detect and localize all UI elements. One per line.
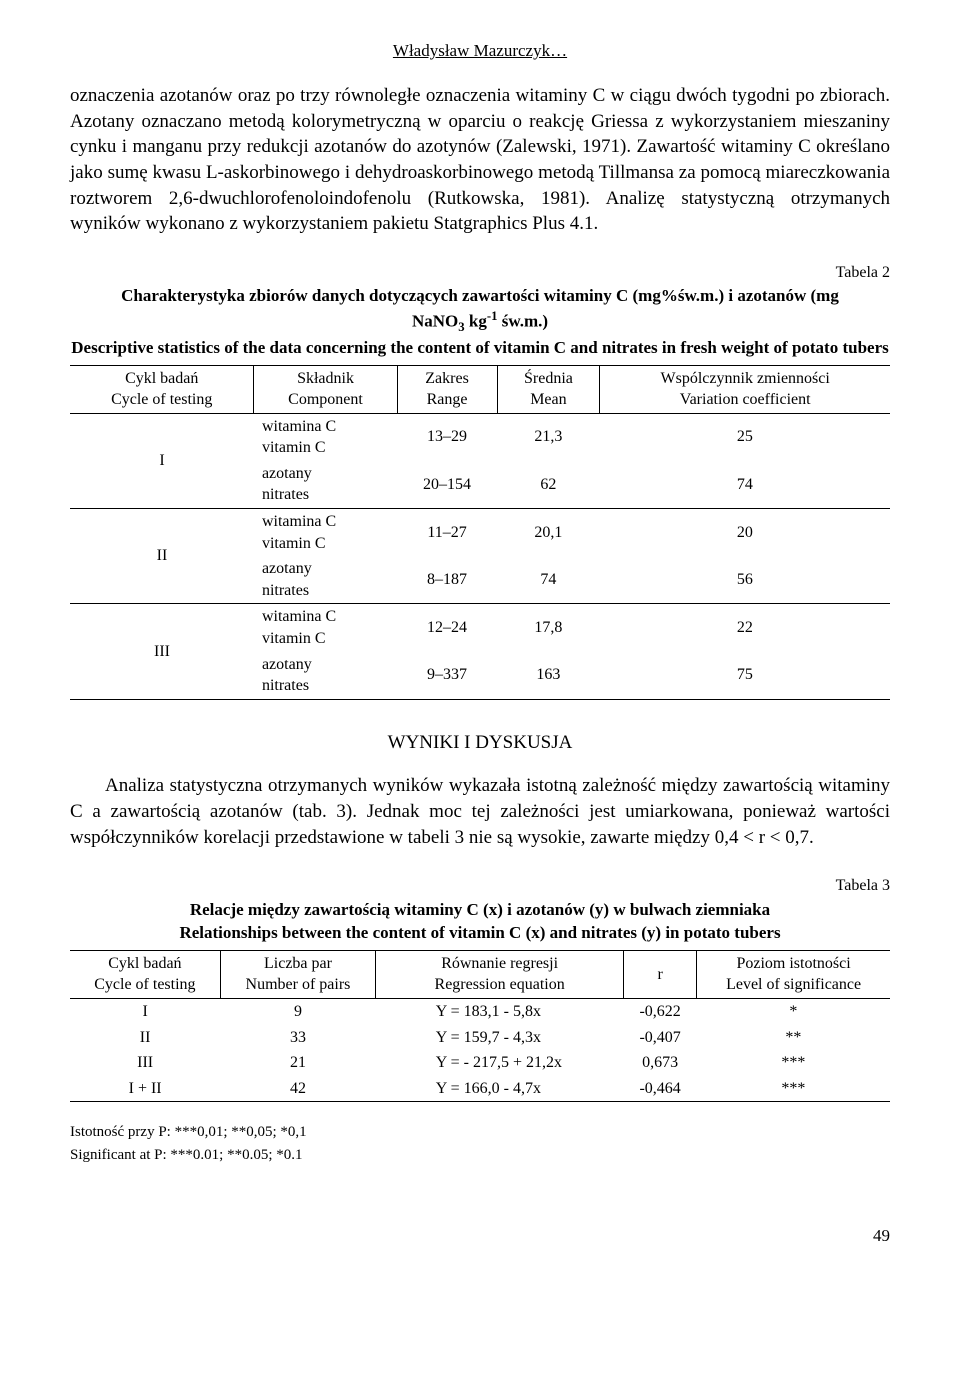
page-header-author: Władysław Mazurczyk… — [70, 40, 890, 63]
t2-cv: 75 — [600, 652, 890, 700]
t3-h2: Liczba parNumber of pairs — [220, 950, 375, 998]
t3-pairs: 33 — [220, 1025, 375, 1051]
t3-eq: Y = 166,0 - 4,7x — [376, 1076, 624, 1102]
table3-footnote-2: Significant at P: ***0.01; **0.05; *0.1 — [70, 1145, 890, 1165]
t2-cycle: II — [70, 509, 254, 604]
t3-eq: Y = - 217,5 + 21,2x — [376, 1050, 624, 1076]
t2-component: azotanynitrates — [254, 461, 397, 509]
t2-mean: 20,1 — [497, 509, 600, 557]
table2-title-pl-2: NaNO3 kg-1 św.m.) — [70, 308, 890, 336]
t2-range: 8–187 — [397, 556, 497, 604]
table-row: I9Y = 183,1 - 5,8x-0,622* — [70, 999, 890, 1025]
t2-cv: 74 — [600, 461, 890, 509]
table-row: I + II42Y = 166,0 - 4,7x-0,464*** — [70, 1076, 890, 1102]
t3-cycle: I + II — [70, 1076, 220, 1102]
paragraph-1: oznaczenia azotanów oraz po trzy równole… — [70, 83, 890, 237]
t3-cycle: II — [70, 1025, 220, 1051]
table2-title-en: Descriptive statistics of the data conce… — [70, 337, 890, 360]
table3-title-en: Relationships between the content of vit… — [70, 922, 890, 945]
t2-range: 9–337 — [397, 652, 497, 700]
t2-mean: 17,8 — [497, 604, 600, 652]
t2-mean: 74 — [497, 556, 600, 604]
t2-cv: 56 — [600, 556, 890, 604]
t2-range: 11–27 — [397, 509, 497, 557]
t2-range: 12–24 — [397, 604, 497, 652]
table3-footnote-1: Istotność przy P: ***0,01; **0,05; *0,1 — [70, 1122, 890, 1142]
t3-cycle: III — [70, 1050, 220, 1076]
t3-sig: *** — [697, 1076, 890, 1102]
t2-component: witamina Cvitamin C — [254, 604, 397, 652]
t2-range: 13–29 — [397, 413, 497, 461]
t3-pairs: 9 — [220, 999, 375, 1025]
paragraph-2: Analiza statystyczna otrzymanych wyników… — [70, 773, 890, 850]
t2-mean: 163 — [497, 652, 600, 700]
t2-cv: 22 — [600, 604, 890, 652]
t2-mean: 62 — [497, 461, 600, 509]
t2-cv: 25 — [600, 413, 890, 461]
table-row: Iwitamina Cvitamin C13–2921,325 — [70, 413, 890, 461]
t2-mean: 21,3 — [497, 413, 600, 461]
t3-pairs: 21 — [220, 1050, 375, 1076]
table2: Cykl badańCycle of testing SkładnikCompo… — [70, 365, 890, 700]
t3-h4: r — [624, 950, 697, 998]
t2-h1: Cykl badańCycle of testing — [70, 365, 254, 413]
t2-component: azotanynitrates — [254, 556, 397, 604]
table2-label: Tabela 2 — [70, 262, 890, 284]
t2-cycle: III — [70, 604, 254, 699]
t3-h1: Cykl badańCycle of testing — [70, 950, 220, 998]
section-title: WYNIKI I DYSKUSJA — [70, 730, 890, 756]
t2-component: azotanynitrates — [254, 652, 397, 700]
t2-range: 20–154 — [397, 461, 497, 509]
table3: Cykl badańCycle of testing Liczba parNum… — [70, 950, 890, 1103]
page-number: 49 — [70, 1225, 890, 1248]
t3-eq: Y = 183,1 - 5,8x — [376, 999, 624, 1025]
t2-h3: ZakresRange — [397, 365, 497, 413]
t3-r: 0,673 — [624, 1050, 697, 1076]
t3-eq: Y = 159,7 - 4,3x — [376, 1025, 624, 1051]
table-row: IIwitamina Cvitamin C11–2720,120 — [70, 509, 890, 557]
t3-r: -0,464 — [624, 1076, 697, 1102]
t3-r: -0,407 — [624, 1025, 697, 1051]
t3-h3: Równanie regresjiRegression equation — [376, 950, 624, 998]
t2-cycle: I — [70, 413, 254, 508]
t3-h5: Poziom istotnościLevel of significance — [697, 950, 890, 998]
t2-h5: Wspólczynnik zmiennościVariation coeffic… — [600, 365, 890, 413]
table-row: III21Y = - 217,5 + 21,2x0,673*** — [70, 1050, 890, 1076]
t3-pairs: 42 — [220, 1076, 375, 1102]
t3-sig: ** — [697, 1025, 890, 1051]
t2-h2: SkładnikComponent — [254, 365, 397, 413]
t2-cv: 20 — [600, 509, 890, 557]
t3-r: -0,622 — [624, 999, 697, 1025]
table3-label: Tabela 3 — [70, 875, 890, 897]
t2-component: witamina Cvitamin C — [254, 509, 397, 557]
t3-cycle: I — [70, 999, 220, 1025]
t3-sig: * — [697, 999, 890, 1025]
t2-component: witamina Cvitamin C — [254, 413, 397, 461]
t3-sig: *** — [697, 1050, 890, 1076]
table-row: II33Y = 159,7 - 4,3x-0,407** — [70, 1025, 890, 1051]
t2-h4: ŚredniaMean — [497, 365, 600, 413]
table3-title-pl: Relacje między zawartością witaminy C (x… — [70, 899, 890, 922]
table-row: IIIwitamina Cvitamin C12–2417,822 — [70, 604, 890, 652]
table2-title-pl-1: Charakterystyka zbiorów danych dotyczący… — [70, 285, 890, 308]
